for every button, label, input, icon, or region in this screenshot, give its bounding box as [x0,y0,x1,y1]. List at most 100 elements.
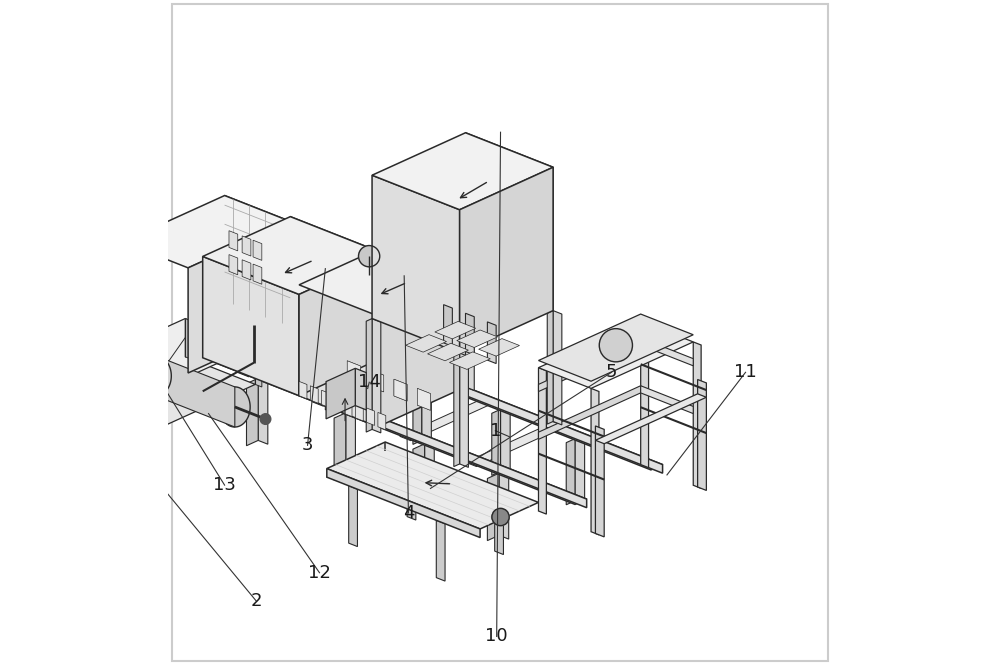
Polygon shape [394,379,407,401]
Polygon shape [242,260,251,280]
Polygon shape [349,486,357,547]
Polygon shape [465,313,474,340]
Polygon shape [347,361,360,382]
Polygon shape [407,460,416,520]
Polygon shape [325,344,334,410]
Text: 2: 2 [251,593,262,610]
Text: 10: 10 [485,628,508,646]
Polygon shape [422,378,431,444]
Polygon shape [538,368,546,514]
Polygon shape [595,426,604,537]
Polygon shape [413,444,425,511]
Polygon shape [253,240,262,261]
Polygon shape [235,301,663,470]
Polygon shape [54,378,60,419]
Polygon shape [641,338,693,366]
Polygon shape [371,370,384,392]
Polygon shape [436,520,445,581]
Polygon shape [344,399,352,416]
Polygon shape [299,255,387,396]
Polygon shape [465,276,474,390]
Polygon shape [156,356,235,427]
Polygon shape [457,330,498,348]
Polygon shape [54,319,255,406]
Polygon shape [242,236,251,256]
Polygon shape [492,410,501,475]
Polygon shape [487,322,496,349]
Polygon shape [595,394,706,444]
Polygon shape [417,388,430,410]
Polygon shape [159,335,587,504]
Polygon shape [299,285,378,427]
Text: 5: 5 [606,363,617,381]
Polygon shape [425,444,434,510]
Polygon shape [394,379,407,401]
Polygon shape [203,217,387,295]
Polygon shape [366,319,372,432]
Polygon shape [435,321,476,339]
Polygon shape [460,168,553,353]
Polygon shape [566,439,575,505]
Polygon shape [378,412,386,430]
Polygon shape [553,311,562,425]
Circle shape [359,245,380,267]
Polygon shape [460,276,465,390]
Polygon shape [255,346,262,387]
Polygon shape [538,386,641,440]
Polygon shape [220,387,250,427]
Polygon shape [479,338,520,356]
Text: 12: 12 [308,564,331,582]
Polygon shape [299,381,307,399]
Polygon shape [444,329,452,346]
Polygon shape [698,380,706,491]
Polygon shape [185,319,192,359]
Polygon shape [258,378,268,444]
Polygon shape [247,301,663,473]
Polygon shape [575,439,585,505]
Polygon shape [124,406,130,447]
Polygon shape [444,305,452,332]
Polygon shape [641,386,693,414]
Circle shape [599,329,632,362]
Polygon shape [203,257,299,396]
Polygon shape [495,493,503,555]
Polygon shape [326,368,355,419]
Polygon shape [372,175,460,353]
Polygon shape [413,378,422,444]
Text: 14: 14 [358,373,381,391]
Polygon shape [225,196,290,327]
Text: 4: 4 [403,504,414,522]
Text: 3: 3 [302,436,313,454]
Polygon shape [372,133,553,209]
Polygon shape [312,362,411,406]
Text: 13: 13 [213,476,236,494]
Polygon shape [253,264,262,284]
Polygon shape [501,410,510,475]
Polygon shape [322,390,329,408]
Polygon shape [171,335,587,507]
Text: 11: 11 [734,363,757,381]
Polygon shape [499,473,509,539]
Polygon shape [547,311,553,424]
Polygon shape [54,378,124,444]
Text: 1: 1 [490,422,501,440]
Polygon shape [229,231,238,251]
Polygon shape [327,469,480,537]
Circle shape [260,414,271,424]
Polygon shape [406,334,447,352]
Polygon shape [417,388,430,410]
Polygon shape [334,344,344,410]
Polygon shape [122,196,290,268]
Polygon shape [487,346,496,364]
Polygon shape [310,386,318,403]
Polygon shape [465,422,564,467]
Polygon shape [247,378,258,446]
Circle shape [492,508,509,525]
Polygon shape [347,361,360,382]
Polygon shape [460,353,468,467]
Polygon shape [299,245,465,316]
Polygon shape [333,395,341,412]
Polygon shape [454,353,460,467]
Polygon shape [372,319,381,433]
Polygon shape [641,321,649,467]
